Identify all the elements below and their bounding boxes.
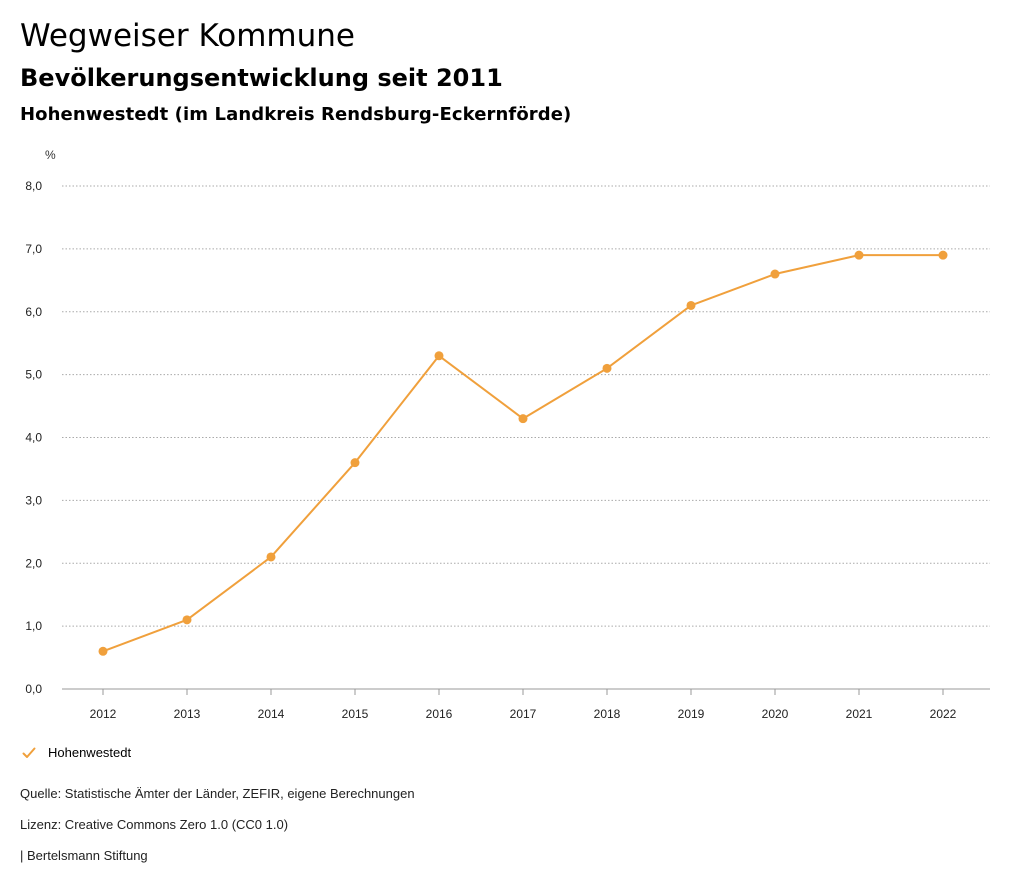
- series-line: [102, 254, 943, 653]
- data-point: [938, 250, 948, 260]
- data-point: [350, 458, 360, 468]
- data-point: [854, 250, 864, 260]
- x-tick-label: 2015: [342, 707, 369, 721]
- x-tick-label: 2014: [258, 707, 285, 721]
- x-tick-label: 2012: [90, 707, 117, 721]
- license-note: Lizenz: Creative Commons Zero 1.0 (CC0 1…: [20, 817, 289, 832]
- y-tick-label: 5,0: [25, 368, 42, 382]
- y-axis-unit: %: [45, 148, 56, 162]
- x-tick-label: 2020: [762, 707, 789, 721]
- data-point: [182, 615, 192, 625]
- legend-item-hohenwestedt[interactable]: Hohenwestedt: [22, 745, 131, 760]
- y-tick-label: 6,0: [25, 305, 42, 319]
- publisher-note: | Bertelsmann Stiftung: [20, 848, 148, 863]
- x-tick-label: 2016: [426, 707, 453, 721]
- check-icon: [22, 747, 36, 758]
- chart-subtitle: Bevölkerungsentwicklung seit 2011: [20, 64, 503, 92]
- page-title: Wegweiser Kommune: [20, 18, 355, 54]
- x-tick-label: 2021: [846, 707, 873, 721]
- y-tick-label: 2,0: [25, 556, 42, 570]
- source-note: Quelle: Statistische Ämter der Länder, Z…: [20, 786, 415, 801]
- y-tick-label: 4,0: [25, 431, 42, 445]
- region-title: Hohenwestedt (im Landkreis Rendsburg-Eck…: [20, 104, 572, 125]
- x-tick-label: 2013: [174, 707, 201, 721]
- line-chart: % 0,0 1,0 2,0 3,0 4,0 5,0 6,0 7,0 8,0 2012 2013 2014…: [25, 148, 990, 721]
- data-point: [518, 414, 528, 424]
- x-tick-label: 2017: [510, 707, 537, 721]
- data-point: [98, 646, 108, 656]
- y-tick-label: 7,0: [25, 242, 42, 256]
- data-point: [686, 300, 696, 310]
- y-tick-label: 8,0: [25, 179, 42, 193]
- x-tick-label: 2022: [930, 707, 957, 721]
- data-point: [434, 351, 444, 361]
- y-tick-label: 0,0: [25, 682, 42, 696]
- data-point: [266, 552, 276, 562]
- x-tick-label: 2018: [594, 707, 621, 721]
- data-point: [770, 269, 780, 279]
- x-tick-label: 2019: [678, 707, 705, 721]
- y-tick-label: 1,0: [25, 619, 42, 633]
- legend-label: Hohenwestedt: [48, 745, 132, 760]
- y-tick-label: 3,0: [25, 493, 42, 507]
- data-point: [602, 363, 612, 373]
